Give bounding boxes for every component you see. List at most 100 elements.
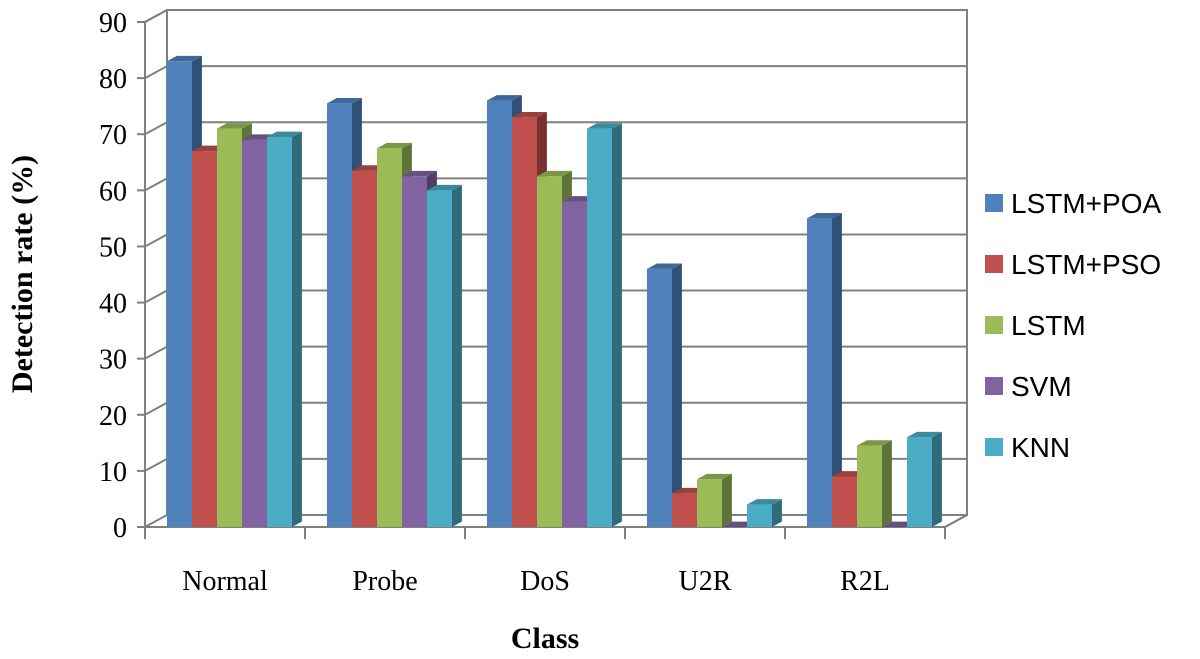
bar-front [747, 504, 772, 527]
bar [427, 184, 462, 528]
bar-top [217, 123, 252, 129]
bar-front [377, 148, 402, 527]
bar-top [327, 97, 362, 104]
bar-front [857, 445, 882, 527]
legend-swatch [985, 377, 1003, 395]
legend-label: SVM [1011, 371, 1072, 402]
y-tick-label: 40 [99, 289, 127, 320]
legend-item: KNN [985, 432, 1070, 463]
bar [697, 473, 732, 527]
bar-front [807, 218, 832, 527]
x-axis-title: Class [511, 622, 579, 655]
y-axis-cap [144, 9, 168, 23]
bar-front [427, 190, 452, 528]
bar-top [402, 170, 437, 177]
legend-item: LSTM+PSO [985, 249, 1161, 280]
legend-swatch [985, 194, 1003, 212]
bar-front [672, 493, 697, 527]
bar [587, 123, 622, 527]
bar-top [512, 111, 547, 118]
bar-top [747, 499, 782, 505]
bar-side [452, 184, 462, 527]
bar-side [772, 499, 782, 527]
bar [907, 431, 942, 527]
bar-front [537, 176, 562, 528]
gridline [144, 65, 967, 79]
bar-side [882, 440, 892, 527]
bar [267, 131, 302, 527]
y-tick-label: 70 [99, 120, 127, 151]
y-tick-label: 60 [99, 176, 127, 207]
y-tick-label: 50 [99, 232, 127, 263]
bar-front [327, 103, 352, 527]
bar-top [697, 473, 732, 480]
bar-side [722, 473, 732, 527]
bar-front [487, 100, 512, 528]
legend-item: LSTM [985, 310, 1086, 341]
bar-top [377, 142, 412, 149]
legend-swatch [985, 438, 1003, 456]
legend-label: LSTM+POA [1011, 188, 1161, 219]
bar-front [242, 139, 267, 528]
bar-side [672, 263, 682, 527]
bar-front [402, 176, 427, 528]
bar-front [832, 476, 857, 527]
bar-side [932, 431, 942, 527]
x-tick-label: R2L [840, 566, 890, 597]
gridline [144, 9, 967, 23]
bar-front [647, 268, 672, 527]
bar-front [907, 437, 932, 527]
bar [647, 263, 682, 527]
gridline [144, 121, 967, 136]
y-axis-title: Detection rate (%) [6, 155, 39, 393]
bar-top [857, 440, 892, 446]
bar-front [167, 61, 192, 528]
y-tick-label: 0 [113, 513, 127, 544]
y-tick-label: 30 [99, 345, 127, 376]
bar-front [192, 151, 217, 528]
y-axis: 0 10 20 30 40 50 60 70 80 90 [99, 8, 168, 544]
legend-label: LSTM+PSO [1011, 249, 1161, 280]
bar-front [562, 201, 587, 528]
bar-front [352, 170, 377, 527]
bar-side [832, 212, 842, 527]
bar-series-group [167, 55, 942, 528]
bar-side [612, 123, 622, 527]
bar-top [907, 431, 942, 438]
bar-front [512, 117, 537, 527]
bar-top [647, 263, 682, 269]
x-axis: Normal Probe DoS U2R R2L [144, 514, 968, 597]
bar-side [292, 131, 302, 527]
legend-label: KNN [1011, 432, 1070, 463]
legend-swatch [985, 255, 1003, 273]
legend-label: LSTM [1011, 310, 1086, 341]
legend-item: SVM [985, 371, 1072, 402]
y-tick-label: 20 [99, 401, 127, 432]
bar-front [587, 128, 612, 527]
x-tick-label: Probe [352, 566, 417, 597]
y-tick-label: 80 [99, 64, 127, 95]
bar-top [537, 170, 572, 177]
bar-top [267, 131, 302, 138]
x-tick-label: DoS [520, 566, 570, 597]
bar-top [167, 55, 202, 62]
bar-top [427, 184, 462, 191]
x-tick-label: U2R [679, 566, 732, 597]
y-tick-label: 10 [99, 457, 127, 488]
bar-top [807, 212, 842, 219]
bar-front [267, 137, 292, 527]
x-axis-end [944, 514, 968, 528]
x-tick-label: Normal [182, 566, 268, 597]
y-tick-label: 90 [99, 8, 127, 39]
bar [747, 499, 782, 527]
bar [807, 212, 842, 527]
bar-top [587, 123, 622, 129]
bar [857, 440, 892, 527]
bar-front [217, 128, 242, 527]
legend-swatch [985, 316, 1003, 334]
bar-top [487, 95, 522, 101]
bar-front [697, 479, 722, 527]
legend: LSTM+POA LSTM+PSO LSTM SVM KNN [985, 188, 1161, 463]
